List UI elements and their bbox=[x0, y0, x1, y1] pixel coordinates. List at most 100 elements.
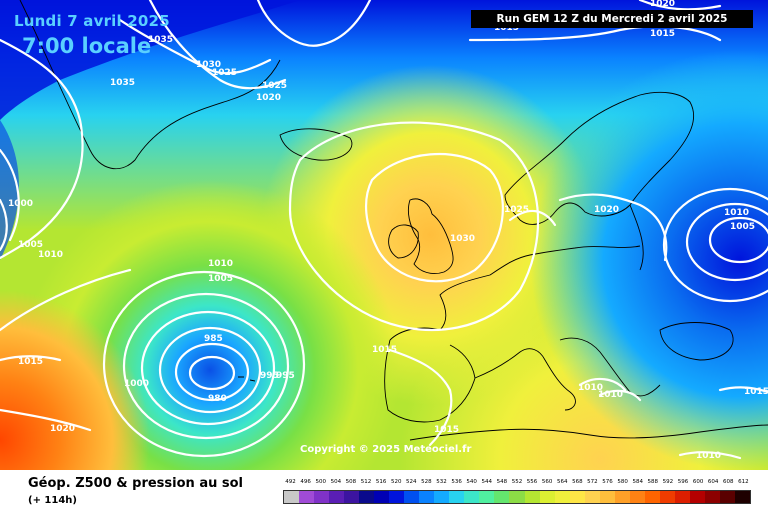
scale-swatch bbox=[464, 491, 480, 503]
scale-label: 500 bbox=[315, 479, 326, 485]
isobar-label: 985 bbox=[204, 334, 223, 344]
scale-swatch bbox=[524, 491, 540, 503]
isobar-label: 1020 bbox=[50, 424, 75, 434]
scale-swatch bbox=[479, 491, 495, 503]
isobar-label: 1010 bbox=[208, 259, 233, 269]
copyright-text: Copyright © 2025 Meteociel.fr bbox=[300, 444, 472, 455]
model-run-label: Run GEM 12 Z du Mercredi 2 avril 2025 bbox=[471, 10, 753, 28]
scale-swatch bbox=[314, 491, 330, 503]
scale-swatch bbox=[704, 491, 720, 503]
scale-label: 580 bbox=[617, 479, 628, 485]
isobar-label: 995 bbox=[260, 371, 279, 381]
forecast-date: Lundi 7 avril 2025 bbox=[14, 12, 170, 30]
scale-label: 556 bbox=[526, 479, 538, 485]
scale-label: 516 bbox=[375, 479, 387, 485]
scale-label: 496 bbox=[300, 479, 311, 485]
isobar-label: 1015 bbox=[494, 23, 519, 33]
scale-swatch bbox=[449, 491, 465, 503]
isobar-label: 1010 bbox=[724, 208, 749, 218]
scale-swatch bbox=[629, 491, 645, 503]
scale-label: 528 bbox=[421, 479, 432, 485]
isobar-label: 1015 bbox=[434, 425, 459, 435]
scale-label: 576 bbox=[602, 479, 613, 485]
isobar-label: 995 bbox=[276, 371, 295, 381]
scale-swatch bbox=[419, 491, 435, 503]
scale-swatch bbox=[614, 491, 630, 503]
isobar-label: 1015 bbox=[372, 345, 397, 355]
scale-swatch bbox=[359, 491, 375, 503]
isobar-label: 1010 bbox=[38, 250, 63, 260]
scale-label: 552 bbox=[511, 479, 523, 485]
scale-swatch bbox=[329, 491, 345, 503]
scale-swatch bbox=[344, 491, 360, 503]
color-scale-labels: 492 496 500 504 508 512 516 520 524 528 532 536 540 5… bbox=[283, 479, 751, 489]
forecast-time: 7:00 locale bbox=[22, 34, 152, 58]
scale-label: 564 bbox=[556, 479, 568, 485]
scale-label: 524 bbox=[406, 479, 417, 485]
isobar-label: 1010 bbox=[696, 451, 721, 461]
scale-label: 568 bbox=[572, 479, 583, 485]
scale-swatch bbox=[719, 491, 735, 503]
isobar-label: 1005 bbox=[730, 222, 755, 232]
isobar-label: 1000 bbox=[124, 379, 149, 389]
scale-label: 560 bbox=[541, 479, 553, 485]
scale-swatch bbox=[734, 491, 750, 503]
isobars bbox=[0, 0, 768, 460]
scale-swatch bbox=[389, 491, 405, 503]
weather-map: 1035 1030 1025 1035 1025 1020 1020 1015 … bbox=[0, 0, 768, 470]
isobar-label: 1030 bbox=[450, 234, 475, 244]
scale-label: 504 bbox=[330, 479, 342, 485]
isobar-label: 1025 bbox=[212, 68, 237, 78]
isobar-label: 1030 bbox=[196, 60, 221, 70]
isobar-label: 1035 bbox=[148, 35, 173, 45]
forecast-offset: (+ 114h) bbox=[28, 495, 77, 506]
scale-label: 540 bbox=[466, 479, 477, 485]
isobar-label: 1020 bbox=[650, 0, 675, 9]
isobar-label: 1005 bbox=[18, 240, 43, 250]
scale-label: 512 bbox=[360, 479, 372, 485]
scale-label: 520 bbox=[390, 479, 402, 485]
scale-swatch bbox=[599, 491, 615, 503]
scale-swatch bbox=[434, 491, 450, 503]
scale-swatch bbox=[569, 491, 585, 503]
scale-label: 544 bbox=[481, 479, 493, 485]
scale-label: 508 bbox=[345, 479, 357, 485]
scale-label: 612 bbox=[738, 479, 749, 485]
scale-swatch bbox=[404, 491, 420, 503]
scale-swatch bbox=[539, 491, 555, 503]
scale-swatch bbox=[554, 491, 570, 503]
scale-swatch bbox=[584, 491, 600, 503]
scale-label: 604 bbox=[707, 479, 719, 485]
isobar-label: 1015 bbox=[744, 387, 768, 397]
scale-swatch bbox=[659, 491, 675, 503]
scale-swatch bbox=[299, 491, 315, 503]
isobar-label: 1015 bbox=[650, 29, 675, 39]
map-caption: Géop. Z500 & pression au sol bbox=[28, 476, 243, 491]
scale-swatch bbox=[644, 491, 660, 503]
isobar-label: 1010 bbox=[598, 390, 623, 400]
scale-swatch bbox=[509, 491, 525, 503]
scale-swatch bbox=[494, 491, 510, 503]
scale-label: 608 bbox=[723, 479, 734, 485]
isobar-label: 1000 bbox=[8, 199, 33, 209]
isobar-label: 1015 bbox=[18, 357, 43, 367]
isobar-label: 1010 bbox=[578, 383, 603, 393]
scale-swatch bbox=[374, 491, 390, 503]
scale-label: 548 bbox=[496, 479, 508, 485]
scale-label: 592 bbox=[662, 479, 674, 485]
color-scale-bar bbox=[283, 490, 751, 504]
scale-swatch bbox=[284, 491, 300, 503]
isobar-label: 1005 bbox=[208, 274, 233, 284]
scale-label: 572 bbox=[587, 479, 598, 485]
isobar-label: 1025 bbox=[262, 81, 287, 91]
scale-swatch bbox=[674, 491, 690, 503]
scale-swatch bbox=[689, 491, 705, 503]
scale-label: 584 bbox=[632, 479, 643, 485]
isobar-label: 1035 bbox=[110, 78, 135, 88]
isobar-label: 1025 bbox=[504, 205, 529, 215]
scale-label: 588 bbox=[647, 479, 659, 485]
isobar-label: 1020 bbox=[256, 93, 281, 103]
scale-label: 600 bbox=[692, 479, 704, 485]
scale-label: 596 bbox=[677, 479, 689, 485]
